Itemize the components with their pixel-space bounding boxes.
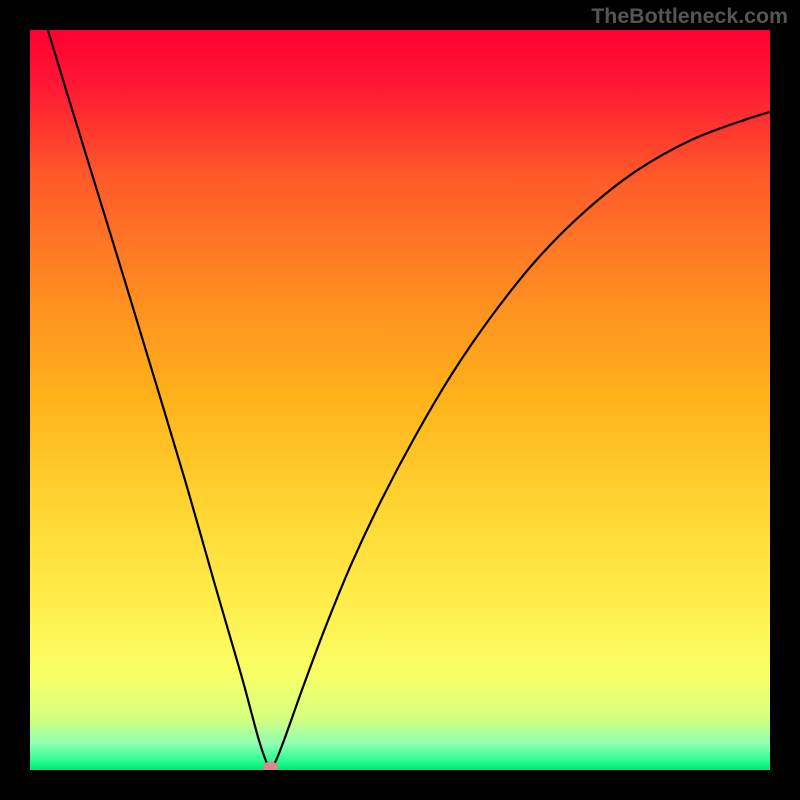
bottleneck-curve-chart	[0, 0, 800, 800]
chart-background-gradient	[30, 30, 770, 770]
chart-container: TheBottleneck.com	[0, 0, 800, 800]
watermark-text: TheBottleneck.com	[591, 4, 788, 29]
